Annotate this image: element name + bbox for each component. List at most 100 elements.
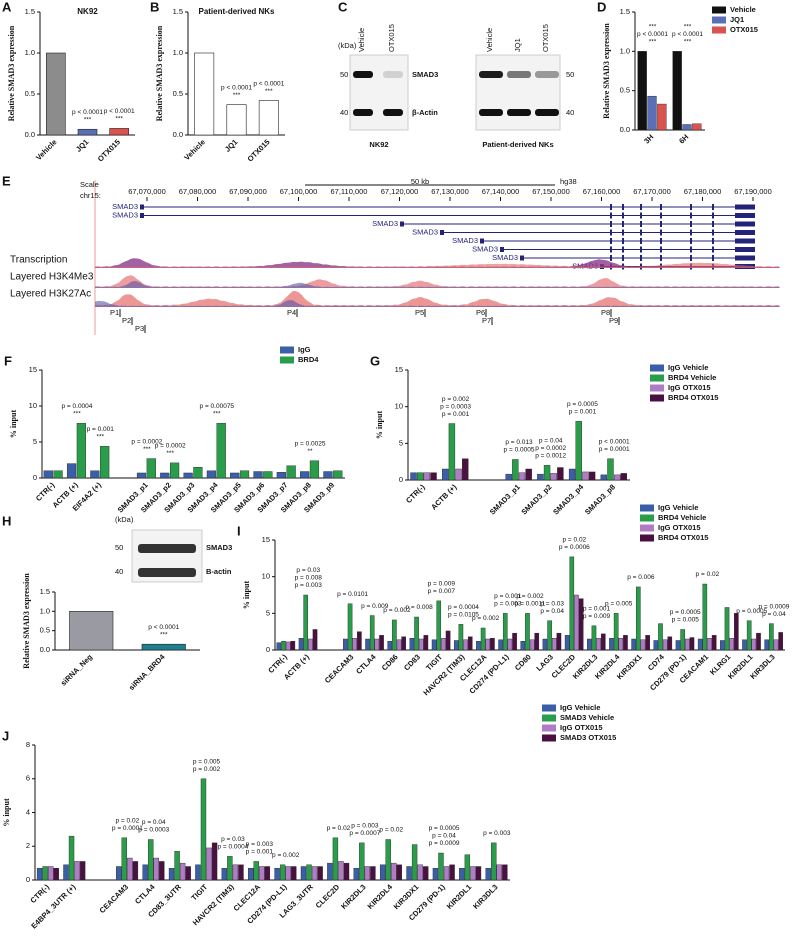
bar bbox=[569, 556, 575, 651]
bar bbox=[343, 638, 348, 651]
bar bbox=[69, 611, 114, 651]
coord-label: 67,160,000 bbox=[583, 187, 621, 196]
coord-label: 67,180,000 bbox=[684, 187, 722, 196]
bar bbox=[467, 636, 473, 651]
bar bbox=[556, 632, 562, 651]
exon bbox=[712, 238, 714, 244]
bar bbox=[36, 867, 43, 881]
band bbox=[383, 71, 403, 78]
peak-label: P4 bbox=[287, 308, 296, 317]
bar bbox=[438, 852, 444, 881]
exon bbox=[610, 221, 612, 227]
bar bbox=[613, 474, 621, 481]
annotation: p = 0.0007 bbox=[349, 830, 380, 837]
annotation: p = 0.001 bbox=[583, 606, 611, 613]
bar bbox=[568, 468, 576, 481]
annotation: *** bbox=[684, 39, 692, 46]
y-tick-label: 1.5 bbox=[40, 587, 50, 596]
x-tick-label: Vehicle bbox=[182, 137, 207, 162]
legend-label: IgG OTX015 bbox=[658, 523, 701, 532]
bar bbox=[338, 861, 344, 881]
exon bbox=[660, 204, 662, 210]
bar bbox=[520, 641, 526, 651]
lane-label: OTX015 bbox=[387, 24, 396, 52]
annotation: p = 0.02 bbox=[696, 571, 720, 578]
bar bbox=[211, 842, 218, 881]
legend-swatch bbox=[542, 714, 556, 722]
y-tick-label: 0.5 bbox=[25, 89, 35, 98]
y-tick-label: 1.0 bbox=[173, 48, 183, 57]
legend-swatch bbox=[712, 16, 726, 24]
annotation: p = 0.0005 bbox=[736, 608, 767, 615]
bar bbox=[127, 857, 133, 881]
bar bbox=[764, 639, 769, 651]
annotation: p = 0.007 bbox=[428, 588, 456, 595]
x-tick-label: SMAD3_p1 bbox=[488, 482, 522, 516]
bar bbox=[179, 862, 186, 881]
exon bbox=[400, 221, 404, 227]
panel-letter: H bbox=[2, 513, 11, 528]
assembly-label: hg38 bbox=[560, 177, 577, 186]
bar bbox=[370, 866, 376, 881]
bar bbox=[200, 778, 207, 881]
annotation: *** bbox=[96, 434, 104, 441]
legend-swatch bbox=[712, 26, 726, 34]
bar bbox=[174, 851, 180, 881]
bar bbox=[411, 844, 418, 881]
annotation: p = 0.04 bbox=[540, 608, 564, 615]
bar bbox=[160, 472, 170, 479]
bar bbox=[352, 638, 357, 651]
bar bbox=[136, 472, 147, 479]
bar bbox=[778, 632, 783, 651]
bar bbox=[300, 866, 307, 881]
annotation: *** bbox=[84, 116, 92, 123]
exon bbox=[610, 238, 612, 244]
bar bbox=[672, 51, 682, 131]
transcript-label: SMAD3 bbox=[492, 253, 518, 262]
bar bbox=[306, 864, 312, 881]
legend-label: BRD4 Vehicle bbox=[668, 373, 716, 382]
panel-letter: F bbox=[4, 353, 12, 368]
panel-letter: I bbox=[237, 523, 241, 538]
legend-swatch bbox=[650, 364, 664, 372]
exon bbox=[610, 255, 612, 261]
annotation: p = 0.02 bbox=[379, 827, 403, 834]
y-tick-label: 0.0 bbox=[40, 645, 50, 654]
band bbox=[479, 71, 503, 78]
bar bbox=[159, 861, 165, 881]
coord-label: 67,080,000 bbox=[179, 187, 217, 196]
bar bbox=[327, 862, 333, 881]
bar bbox=[317, 866, 323, 881]
track-label: Layered H3K27Ac bbox=[10, 289, 91, 300]
bar bbox=[653, 640, 659, 651]
exon bbox=[640, 238, 642, 244]
bar bbox=[409, 638, 415, 651]
bar bbox=[285, 866, 291, 881]
exon bbox=[735, 230, 755, 235]
x-tick-label: siRNA_Neg bbox=[59, 652, 95, 688]
lane-label: OTX015 bbox=[541, 24, 550, 52]
x-tick-label: CD86 bbox=[380, 652, 400, 672]
blot-frame bbox=[349, 54, 409, 131]
x-tick-label: CTLA4 bbox=[133, 882, 157, 906]
exon bbox=[735, 247, 755, 252]
exon bbox=[712, 212, 714, 219]
bar bbox=[63, 864, 69, 881]
x-tick-label: CEACAM3 bbox=[323, 652, 356, 685]
legend-swatch bbox=[542, 734, 556, 742]
annotation: *** bbox=[265, 88, 273, 95]
signal-track bbox=[95, 262, 780, 268]
annotation: *** bbox=[160, 631, 168, 638]
exon bbox=[735, 221, 755, 227]
annotation: p = 0.0005 bbox=[567, 401, 598, 408]
legend-swatch bbox=[280, 346, 294, 354]
y-axis-label: % input bbox=[9, 410, 18, 439]
x-tick-label: SMAD3_p2 bbox=[519, 482, 553, 516]
exon bbox=[622, 238, 624, 244]
bar bbox=[443, 866, 450, 881]
bar bbox=[462, 458, 469, 481]
bar bbox=[347, 603, 353, 651]
x-tick-label: SMAD3_p4 bbox=[551, 482, 586, 517]
